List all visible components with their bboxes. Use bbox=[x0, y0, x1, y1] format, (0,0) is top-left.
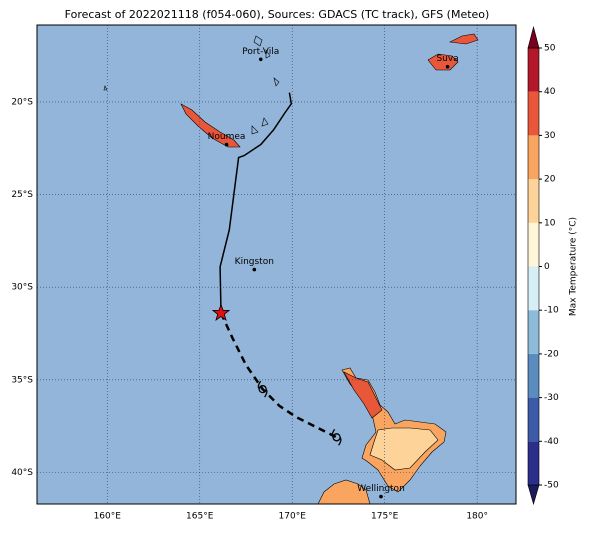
colorbar-tick-label: -10 bbox=[544, 306, 559, 316]
storm-eye bbox=[332, 433, 341, 442]
colorbar-tick-label: 10 bbox=[544, 218, 556, 228]
colorbar-tick-label: -50 bbox=[544, 481, 559, 491]
current-position bbox=[211, 303, 231, 321]
colorbar-band bbox=[528, 397, 539, 442]
colorbar-tick-label: 20 bbox=[544, 175, 556, 185]
lon-label: 160°E bbox=[94, 512, 122, 522]
place-dot bbox=[445, 64, 450, 69]
graticule bbox=[37, 25, 516, 504]
place-dot bbox=[258, 57, 263, 62]
colorbar-tick-label: 40 bbox=[544, 87, 556, 97]
colorbar-over bbox=[527, 25, 540, 49]
fiji-viti-levu bbox=[427, 53, 459, 71]
lon-label: 170°E bbox=[279, 512, 307, 522]
new-caledonia bbox=[180, 103, 241, 148]
land bbox=[103, 33, 479, 504]
south-island bbox=[317, 479, 371, 504]
colorbar-band bbox=[528, 48, 539, 92]
storm-eye bbox=[258, 384, 267, 394]
lat-label: 20°S bbox=[11, 97, 33, 107]
small-islands bbox=[103, 35, 280, 135]
colorbar-tick-label: -40 bbox=[544, 437, 559, 447]
title: Forecast of 2022021118 (f054-060), Sourc… bbox=[65, 8, 490, 21]
place-dot bbox=[252, 267, 257, 272]
colorbar-under bbox=[527, 484, 540, 506]
fiji-vanua-levu bbox=[448, 33, 479, 45]
place-label: Wellington bbox=[357, 484, 405, 494]
place-label: Suva bbox=[436, 54, 458, 64]
lat-label: 40°S bbox=[11, 468, 33, 478]
place-dot bbox=[379, 494, 383, 499]
lon-label: 175°E bbox=[371, 512, 399, 522]
forecast-track bbox=[219, 312, 338, 439]
place-label: Port-Vila bbox=[242, 47, 279, 57]
place-label: Noumea bbox=[208, 132, 246, 142]
colorbar: -50 -40 -30 -20 -10 0 10 20 30 40 50 Max Temperatur… bbox=[527, 25, 579, 506]
lon-label: 165°E bbox=[186, 512, 214, 522]
colorbar-tick-label: 0 bbox=[544, 262, 550, 272]
colorbar-band bbox=[528, 441, 539, 485]
place-label: Kingston bbox=[235, 257, 274, 267]
colorbar-band bbox=[528, 135, 539, 180]
ocean bbox=[37, 25, 516, 504]
lat-label: 25°S bbox=[11, 190, 33, 200]
colorbar-tick-label: 30 bbox=[544, 131, 556, 141]
colorbar-band bbox=[528, 310, 539, 354]
warm-region bbox=[343, 371, 383, 419]
colorbar-tick-label: -20 bbox=[544, 349, 559, 359]
colorbar-label: Max Temperature (°C) bbox=[569, 217, 579, 316]
lat-label: 30°S bbox=[11, 283, 33, 293]
colorbar-band bbox=[528, 179, 539, 223]
colorbar-band bbox=[528, 91, 539, 136]
lon-label: 180° bbox=[466, 512, 488, 522]
colorbar-tick-label: 50 bbox=[544, 44, 556, 54]
lat-label: 35°S bbox=[11, 375, 33, 385]
colorbar-band bbox=[528, 266, 539, 311]
colorbar-tick-label: -30 bbox=[544, 393, 559, 403]
cyclone-track bbox=[219, 92, 342, 446]
colorbar-band bbox=[528, 222, 539, 267]
colorbar-band bbox=[528, 353, 539, 398]
place-dot bbox=[224, 142, 229, 147]
past-track bbox=[219, 92, 293, 314]
mild-region bbox=[369, 427, 439, 471]
map-frame bbox=[36, 24, 517, 505]
